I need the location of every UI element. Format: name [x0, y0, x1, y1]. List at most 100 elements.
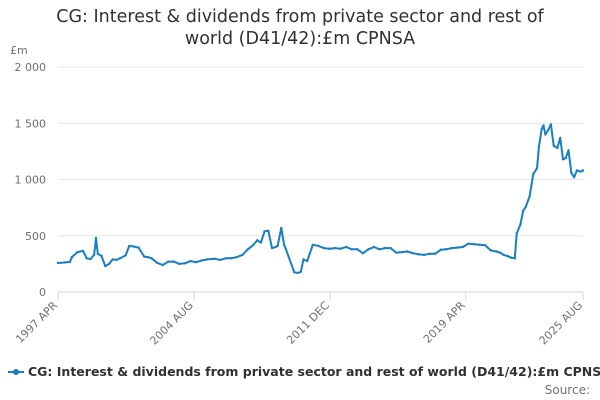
data-point	[561, 158, 565, 161]
data-point	[498, 251, 502, 254]
data-point	[333, 246, 337, 250]
data-point	[411, 252, 415, 255]
data-point	[167, 260, 170, 263]
series-line[interactable]	[57, 123, 584, 274]
legend-label[interactable]: CG: Interest & dividends from private se…	[28, 364, 600, 379]
chart-title-line-1: CG: Interest & dividends from private se…	[56, 7, 544, 27]
data-point	[200, 259, 203, 262]
data-point	[111, 258, 114, 261]
data-point	[94, 236, 98, 240]
data-point	[143, 255, 146, 258]
data-point	[579, 170, 582, 173]
series-group[interactable]	[56, 123, 585, 275]
data-point	[100, 254, 103, 258]
data-point	[350, 248, 353, 251]
data-point	[92, 253, 96, 257]
data-point	[76, 250, 79, 254]
data-point	[246, 248, 250, 251]
data-point	[267, 229, 270, 232]
data-point	[535, 167, 539, 170]
x-axis-ticks: 1997 APR 2004 AUG 2011 DEC 2019 APR 2025 AUG	[13, 292, 585, 347]
y-tick-label: 1 500	[15, 117, 47, 130]
data-point	[502, 253, 505, 257]
data-point	[456, 246, 459, 249]
data-point	[433, 252, 437, 255]
y-tick-label: 2 000	[15, 61, 47, 74]
data-point	[56, 261, 60, 265]
data-point	[137, 246, 140, 249]
data-point	[524, 205, 528, 208]
data-point	[484, 244, 487, 247]
data-point	[542, 124, 545, 127]
data-point	[183, 262, 187, 265]
data-point	[317, 244, 320, 248]
data-point	[306, 259, 309, 263]
chart-title: CG: Interest & dividends from private se…	[0, 6, 600, 50]
data-point	[395, 251, 398, 254]
data-point	[219, 258, 222, 262]
y-axis-label: £m	[10, 44, 28, 57]
x-tick-label: 2011 DEC	[284, 299, 332, 347]
data-point	[461, 245, 465, 249]
data-point	[581, 169, 585, 172]
data-point	[89, 257, 92, 261]
data-point	[552, 144, 555, 147]
data-point	[532, 172, 535, 176]
data-point	[519, 223, 522, 226]
data-point	[367, 248, 370, 251]
data-point	[68, 260, 72, 264]
data-point	[161, 263, 164, 267]
legend-line-marker-icon	[8, 366, 24, 378]
data-point	[96, 252, 100, 255]
x-tick-label: 2019 APR	[421, 299, 468, 346]
data-point	[467, 242, 470, 245]
data-point	[282, 243, 286, 246]
data-point	[564, 156, 567, 160]
data-point	[70, 255, 74, 259]
data-point	[224, 257, 227, 260]
data-point	[378, 248, 381, 251]
data-point	[172, 260, 175, 263]
x-tick-label: 2004 AUG	[147, 299, 196, 348]
data-point	[547, 128, 550, 132]
legend[interactable]: CG: Interest & dividends from private se…	[8, 364, 600, 379]
data-point	[372, 245, 376, 249]
data-point	[439, 248, 442, 251]
data-point	[284, 248, 288, 251]
data-point	[450, 246, 453, 250]
data-point	[63, 261, 66, 264]
x-tick-label: 1997 APR	[13, 299, 60, 346]
data-point	[296, 271, 300, 275]
data-point	[194, 261, 198, 264]
data-point	[150, 257, 153, 260]
data-point	[422, 253, 426, 257]
data-point	[339, 247, 342, 250]
data-point	[521, 209, 525, 213]
data-point	[472, 243, 476, 246]
data-point	[235, 255, 238, 259]
data-point	[118, 257, 122, 260]
data-point	[406, 250, 409, 253]
chart-title-line-2: world (D41/42):£m CPNSA	[184, 29, 416, 49]
data-point	[85, 257, 88, 260]
data-point	[495, 250, 498, 253]
data-point	[559, 136, 562, 140]
data-point	[345, 245, 348, 249]
data-point	[383, 246, 387, 250]
data-point	[478, 243, 481, 246]
x-tick-label: 2025 AUG	[537, 299, 586, 348]
data-point	[128, 244, 131, 248]
data-point	[124, 254, 127, 257]
data-point	[513, 257, 516, 260]
data-point	[400, 250, 403, 254]
data-point	[104, 264, 107, 268]
data-point	[274, 245, 277, 249]
data-point	[189, 259, 192, 263]
data-point	[146, 255, 150, 259]
data-point	[549, 123, 553, 126]
data-point	[356, 248, 359, 251]
data-point	[322, 246, 326, 250]
data-point	[293, 271, 296, 274]
y-tick-label: 0	[39, 286, 46, 299]
